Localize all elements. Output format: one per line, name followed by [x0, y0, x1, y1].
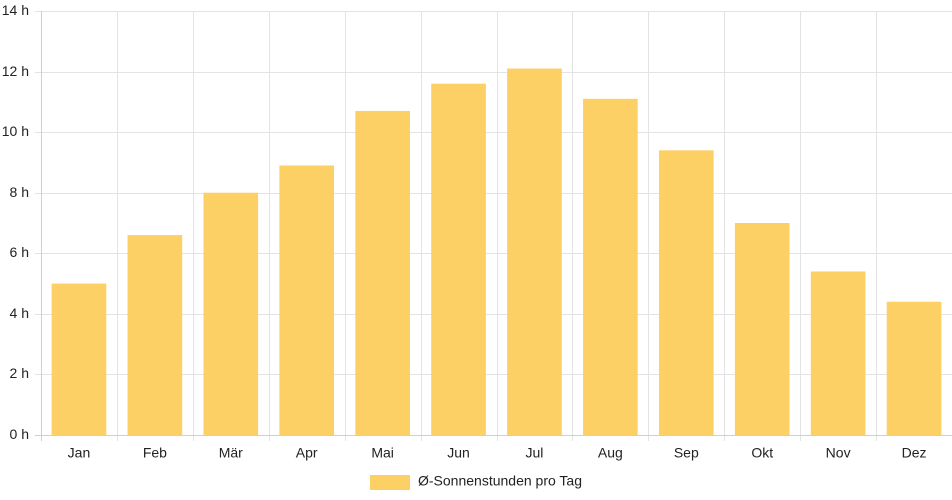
bar[interactable]: [279, 165, 335, 435]
legend-label[interactable]: Ø-Sonnenstunden pro Tag: [418, 473, 582, 489]
y-tick-label: 12 h: [2, 63, 29, 79]
y-tick-label: 0 h: [10, 426, 29, 442]
grid-layer: [35, 11, 952, 441]
y-tick-label: 8 h: [10, 184, 29, 200]
bar[interactable]: [431, 83, 486, 435]
x-tick-label: Apr: [296, 445, 318, 461]
bar[interactable]: [355, 110, 410, 435]
x-tick-label: Nov: [826, 445, 851, 461]
bar[interactable]: [658, 150, 714, 436]
y-tick-label: 6 h: [10, 244, 29, 260]
legend[interactable]: Ø-Sonnenstunden pro Tag: [370, 473, 582, 490]
axis-layer: 0 h 2 h 4 h 6 h 8 h 10 h 12 h 14 h Jan Feb Mär Apr M…: [2, 2, 952, 461]
x-tick-label: Mai: [371, 445, 394, 461]
bar[interactable]: [810, 271, 866, 435]
y-tick-label: 10 h: [2, 123, 29, 139]
bar[interactable]: [886, 301, 942, 435]
x-tick-label: Jul: [526, 445, 544, 461]
y-tick-label: 4 h: [10, 305, 29, 321]
x-tick-label: Jan: [68, 445, 91, 461]
bars-layer: [51, 68, 942, 436]
x-tick-label: Dez: [902, 445, 927, 461]
bar[interactable]: [51, 283, 107, 435]
x-tick-label: Jun: [447, 445, 470, 461]
bar[interactable]: [203, 192, 259, 435]
bar[interactable]: [507, 68, 562, 436]
x-tick-label: Sep: [674, 445, 699, 461]
x-tick-label: Okt: [751, 445, 773, 461]
x-tick-label: Mär: [219, 445, 243, 461]
bar[interactable]: [127, 235, 183, 435]
y-tick-label: 14 h: [2, 2, 29, 18]
bar[interactable]: [583, 98, 638, 435]
bar[interactable]: [734, 223, 790, 435]
x-tick-label: Feb: [143, 445, 167, 461]
y-tick-label: 2 h: [10, 365, 29, 381]
x-tick-label: Aug: [598, 445, 623, 461]
legend-swatch[interactable]: [370, 475, 410, 490]
